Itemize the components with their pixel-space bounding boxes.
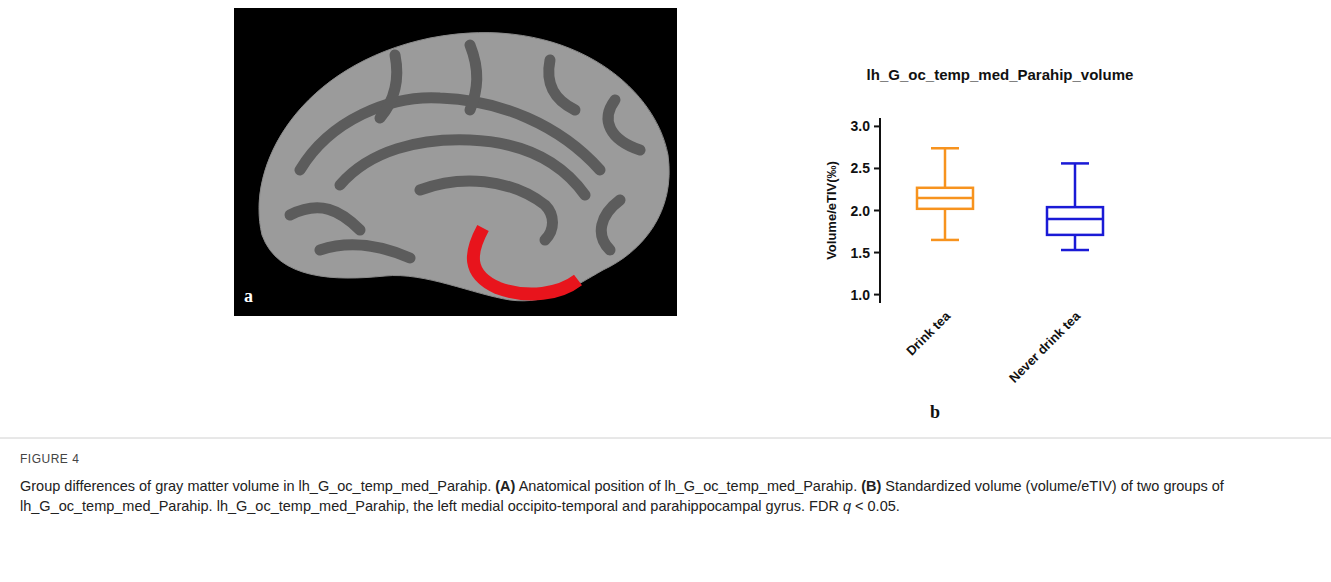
- panel-letter: a: [244, 286, 253, 306]
- y-axis-title: Volume/eTIV(‰): [824, 161, 839, 260]
- parahippocampal-region: [473, 228, 578, 294]
- upper-whisker: [1074, 163, 1077, 207]
- chart-title: lh_G_oc_temp_med_Parahip_volume: [867, 66, 1134, 83]
- y-tick: [874, 252, 880, 254]
- max-cap: [931, 147, 959, 150]
- caption-part: (B): [861, 478, 881, 494]
- caption-part: Anatomical position of lh_G_oc_temp_med_…: [515, 478, 861, 494]
- boxes: [917, 148, 1103, 250]
- sulcus: [380, 55, 397, 118]
- y-tick: [874, 210, 880, 212]
- brain-surface: a: [244, 33, 669, 306]
- panel-letter: b: [930, 402, 940, 422]
- caption-part: (A): [495, 478, 515, 494]
- lower-whisker: [944, 209, 947, 240]
- sulcus: [549, 60, 575, 110]
- figure-label: FIGURE 4: [20, 452, 1315, 466]
- median: [917, 197, 973, 200]
- y-tick-label: 3.0: [851, 118, 871, 134]
- brain-panel-bg: [234, 8, 677, 316]
- min-cap: [931, 239, 959, 242]
- box: [917, 188, 973, 209]
- y-tick: [874, 294, 880, 296]
- lower-whisker: [1074, 235, 1077, 250]
- caption-part: Group differences of gray matter volume …: [20, 478, 495, 494]
- separator: [0, 438, 1331, 439]
- y-tick-label: 2.0: [851, 203, 871, 219]
- sulcus: [290, 208, 360, 230]
- sulcus: [601, 200, 620, 250]
- y-tick: [874, 125, 880, 127]
- caption-part: < 0.05.: [851, 498, 900, 514]
- x-tick-label: Never drink tea: [1006, 308, 1084, 386]
- x-tick-label: Drink tea: [903, 308, 953, 358]
- upper-whisker: [944, 148, 947, 188]
- min-cap: [1061, 249, 1089, 252]
- sulcus: [320, 245, 410, 258]
- y-tick: [874, 167, 880, 169]
- y-tick-label: 1.5: [851, 245, 871, 261]
- sulcus: [608, 100, 640, 150]
- y-tick-label: 2.5: [851, 160, 871, 176]
- sulcus: [340, 140, 585, 195]
- caption-text: Group differences of gray matter volume …: [20, 476, 1315, 516]
- caption: FIGURE 4 Group differences of gray matter…: [20, 452, 1315, 516]
- caption-part: q: [843, 498, 851, 514]
- y-tick-label: 1.0: [851, 287, 871, 303]
- box: [1047, 207, 1103, 235]
- median: [1047, 218, 1103, 221]
- max-cap: [1061, 162, 1089, 165]
- sulcus: [470, 45, 477, 110]
- hemisphere: [259, 33, 669, 301]
